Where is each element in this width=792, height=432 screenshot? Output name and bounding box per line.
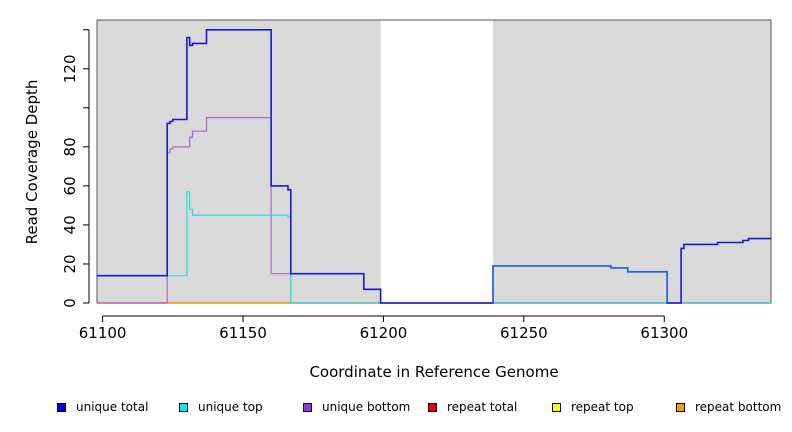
legend-item-repeat-total: repeat total — [428, 400, 517, 414]
legend-item-repeat-bottom: repeat bottom — [676, 400, 781, 414]
legend-label-repeat-bottom: repeat bottom — [695, 400, 782, 414]
x-tick-label: 61250 — [500, 324, 548, 342]
shaded-region-2 — [492, 20, 771, 303]
series-line-unique-total — [97, 28, 771, 304]
legend-swatch-repeat-bottom — [676, 402, 685, 412]
legend-label-unique-bottom: unique bottom — [322, 400, 411, 414]
series-lines — [97, 28, 771, 304]
y-tick-label: 0 — [61, 298, 79, 308]
legend-item-unique-top: unique top — [179, 400, 263, 414]
x-tick-label: 61150 — [219, 324, 267, 342]
y-tick-label: 120 — [61, 54, 79, 83]
y-tick-label: 60 — [61, 176, 79, 195]
legend-item-repeat-top: repeat top — [552, 400, 634, 414]
shaded-region-1 — [97, 20, 381, 303]
x-tick-label: 61100 — [79, 324, 127, 342]
y-tick-label: 80 — [61, 137, 79, 156]
y-axis-label: Read Coverage Depth — [23, 80, 41, 245]
legend-swatch-repeat-top — [552, 402, 561, 412]
x-tick-label: 61200 — [360, 324, 408, 342]
series-line-unique-total-second-strand- — [492, 265, 668, 303]
legend-label-repeat-total: repeat total — [447, 400, 518, 414]
legend-label-repeat-top: repeat top — [571, 400, 634, 414]
y-tick-label: 20 — [61, 254, 79, 273]
y-axis: 0 20 40 60 80 120 — [61, 29, 90, 308]
legend-swatch-unique-top — [179, 402, 188, 412]
legend-item-unique-bottom: unique bottom — [303, 400, 410, 414]
x-tick-label: 61300 — [640, 324, 688, 342]
legend-swatch-repeat-total — [428, 402, 437, 412]
x-axis-label: Coordinate in Reference Genome — [309, 363, 558, 381]
legend: unique total unique top unique bottom re… — [0, 400, 792, 420]
background-regions — [97, 20, 771, 303]
legend-swatch-unique-bottom — [303, 402, 312, 412]
y-tick-label: 40 — [61, 215, 79, 234]
legend-label-unique-total: unique total — [76, 400, 149, 414]
legend-item-unique-total: unique total — [57, 400, 148, 414]
legend-swatch-unique-total — [57, 402, 66, 412]
x-axis: 61100 61150 61200 61250 61300 — [79, 315, 688, 342]
legend-label-unique-top: unique top — [198, 400, 263, 414]
